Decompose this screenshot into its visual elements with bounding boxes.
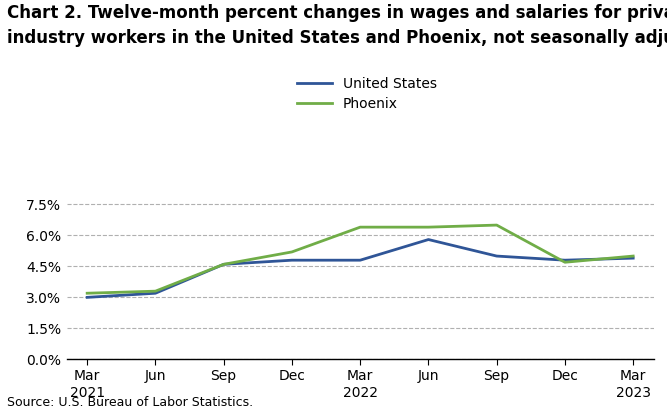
Text: Source: U.S. Bureau of Labor Statistics.: Source: U.S. Bureau of Labor Statistics. bbox=[7, 396, 253, 409]
Text: Chart 2. Twelve-month percent changes in wages and salaries for private: Chart 2. Twelve-month percent changes in… bbox=[7, 4, 667, 22]
Text: industry workers in the United States and Phoenix, not seasonally adjusted: industry workers in the United States an… bbox=[7, 29, 667, 47]
Legend: United States, Phoenix: United States, Phoenix bbox=[297, 77, 437, 111]
